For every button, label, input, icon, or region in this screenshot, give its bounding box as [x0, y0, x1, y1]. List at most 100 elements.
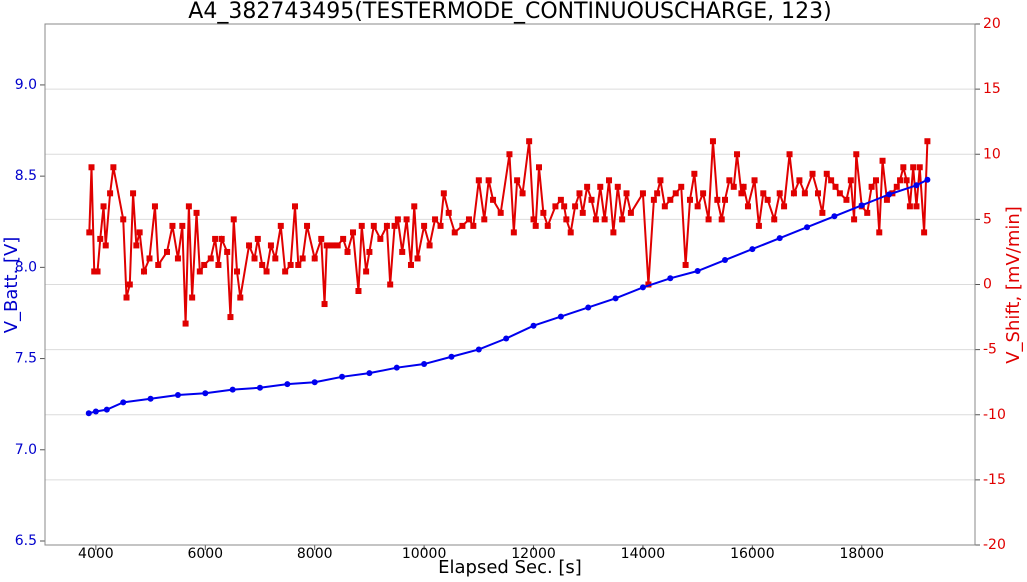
x-tick-label: 12000 — [511, 546, 556, 562]
point — [234, 268, 241, 275]
point — [256, 384, 263, 391]
point — [377, 235, 384, 242]
point — [141, 268, 148, 275]
point — [921, 229, 928, 236]
point — [694, 203, 701, 210]
point — [823, 170, 830, 177]
point — [399, 248, 406, 255]
x-tick-label: 18000 — [839, 546, 884, 562]
point — [321, 301, 328, 308]
point — [714, 196, 721, 203]
point — [744, 203, 751, 210]
point — [448, 353, 455, 360]
point — [610, 229, 617, 236]
point — [299, 255, 306, 262]
point — [393, 364, 400, 371]
point — [329, 242, 336, 249]
x-tick-label: 6000 — [187, 546, 223, 562]
point — [304, 222, 311, 229]
point — [179, 222, 186, 229]
point — [667, 196, 674, 203]
point — [355, 288, 362, 295]
point — [886, 191, 893, 198]
x-tick-label: 16000 — [730, 546, 775, 562]
x-tick-label: 8000 — [297, 546, 333, 562]
y-tick-label: 8.5 — [15, 168, 37, 184]
point — [661, 203, 668, 210]
point — [383, 222, 390, 229]
point — [218, 235, 225, 242]
point — [414, 255, 421, 262]
point — [103, 406, 110, 413]
point — [185, 203, 192, 210]
point — [906, 203, 913, 210]
point — [465, 216, 472, 223]
point — [721, 257, 728, 264]
point — [868, 183, 875, 190]
point — [349, 229, 356, 236]
point — [475, 346, 482, 353]
point — [470, 222, 477, 229]
point — [358, 222, 365, 229]
point — [163, 248, 170, 255]
y2-tick-label: 5 — [983, 211, 992, 227]
point — [146, 255, 153, 262]
point — [169, 222, 176, 229]
point — [85, 410, 92, 417]
point — [579, 209, 586, 216]
point — [432, 216, 439, 223]
point — [900, 164, 907, 171]
point — [475, 177, 482, 184]
point — [645, 281, 652, 288]
point — [563, 216, 570, 223]
point — [627, 209, 634, 216]
point — [403, 216, 410, 223]
point — [776, 235, 783, 242]
point — [339, 373, 346, 380]
point — [227, 314, 234, 321]
point — [650, 196, 657, 203]
point — [682, 261, 689, 268]
point — [691, 170, 698, 177]
point — [588, 196, 595, 203]
point — [836, 190, 843, 197]
point — [130, 190, 137, 197]
point — [88, 164, 95, 171]
point — [709, 138, 716, 145]
y2-tick-label: 0 — [983, 277, 992, 293]
point — [267, 242, 274, 249]
point — [786, 151, 793, 158]
point — [883, 196, 890, 203]
point — [174, 255, 181, 262]
point — [639, 284, 646, 291]
point — [451, 229, 458, 236]
point — [440, 190, 447, 197]
y-tick-label: 9.0 — [15, 77, 37, 93]
point — [246, 242, 253, 249]
point — [755, 222, 762, 229]
point — [189, 294, 196, 301]
x-tick-label: 14000 — [621, 546, 666, 562]
point — [514, 177, 521, 184]
point — [924, 138, 931, 145]
point — [796, 177, 803, 184]
point — [202, 390, 209, 397]
point — [120, 216, 127, 223]
point — [819, 209, 826, 216]
point — [801, 190, 808, 197]
point — [201, 261, 208, 268]
point — [445, 209, 452, 216]
point — [485, 177, 492, 184]
point — [858, 202, 865, 209]
point — [530, 216, 537, 223]
point — [207, 255, 214, 262]
point — [421, 222, 428, 229]
point — [155, 261, 162, 268]
point — [592, 216, 599, 223]
point — [229, 386, 236, 393]
point — [740, 183, 747, 190]
x-tick-label: 10000 — [402, 546, 447, 562]
plot-frame — [44, 23, 976, 546]
point — [120, 399, 127, 406]
